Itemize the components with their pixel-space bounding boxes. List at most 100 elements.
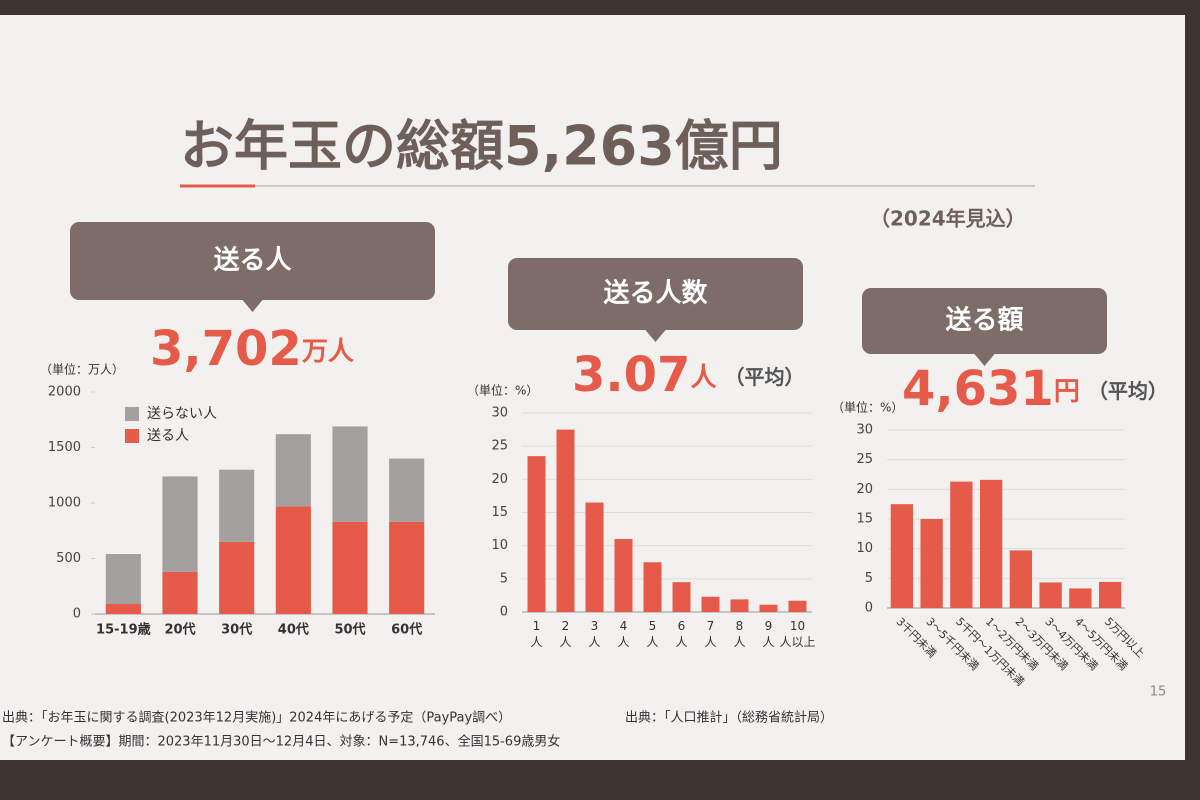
figure-unit: 円 xyxy=(1054,377,1080,407)
y-tick-label: 25 xyxy=(856,452,873,467)
y-tick-label: 25 xyxy=(491,439,508,454)
figure-unit: 人 xyxy=(690,363,716,393)
y-tick-label: 500 xyxy=(56,551,81,566)
bubble-pointer xyxy=(974,354,995,366)
legend-swatch xyxy=(125,407,139,421)
bar-segment xyxy=(219,541,255,614)
bar xyxy=(527,456,546,612)
bar xyxy=(1039,582,1062,608)
bar xyxy=(1069,588,1092,608)
bar-segment xyxy=(332,521,368,614)
key-figure: 3.07人 （平均） xyxy=(572,347,804,403)
y-tick-label: 10 xyxy=(856,541,873,556)
figure-unit: 万人 xyxy=(302,337,354,367)
bar xyxy=(759,604,778,612)
y-tick-label: 15 xyxy=(491,505,508,520)
bubble-pointer xyxy=(645,330,666,342)
bar xyxy=(1098,581,1122,608)
legend-swatch xyxy=(125,429,139,443)
label-line: 人 xyxy=(675,635,687,649)
bar-segment xyxy=(389,458,425,522)
label-line: 人 xyxy=(762,635,774,649)
figure-value: 3,702 xyxy=(150,321,302,377)
bar xyxy=(730,599,749,612)
bar-segment xyxy=(275,506,311,614)
bar xyxy=(701,596,720,612)
page-number: 15 xyxy=(1150,685,1167,700)
legend-label: 送らない人 xyxy=(147,406,217,422)
y-tick-label: 2000 xyxy=(48,385,81,400)
y-tick-label: 0 xyxy=(865,601,873,616)
x-tick-label: 30代 xyxy=(221,622,252,638)
label-line: 2 xyxy=(562,619,570,633)
subtitle: （2024年見込） xyxy=(870,207,1026,231)
bar xyxy=(950,481,973,608)
bar-segment xyxy=(389,521,425,614)
panel-header: 送る額 xyxy=(945,306,1023,336)
bar xyxy=(788,600,807,612)
y-tick-label: 10 xyxy=(491,538,508,553)
label-line: 7 xyxy=(707,619,715,633)
bar xyxy=(585,502,604,612)
bar xyxy=(890,504,914,608)
y-unit-label: （単位：万人） xyxy=(40,362,124,377)
header-bubble xyxy=(508,258,803,330)
x-tick-label: 60代 xyxy=(391,622,422,638)
label-line: 人以上 xyxy=(779,635,815,649)
title: お年玉の総額5,263億円 xyxy=(180,115,783,178)
header-bubble xyxy=(862,288,1107,354)
label-line: 10 xyxy=(790,619,805,633)
label-line: 人 xyxy=(733,635,745,649)
figure-note: （平均） xyxy=(1088,379,1168,403)
y-tick-label: 15 xyxy=(856,512,873,527)
key-figure: 4,631円 （平均） xyxy=(902,361,1168,417)
footnote: 出典：「お年玉に関する調査(2023年12月実施)」2024年にあげる予定（Pa… xyxy=(2,710,511,726)
y-tick-label: 0 xyxy=(73,607,81,622)
label-line: 人 xyxy=(617,635,629,649)
y-tick-label: 5 xyxy=(500,571,508,586)
label-line: 6 xyxy=(678,619,686,633)
x-tick-label: 20代 xyxy=(164,622,195,638)
y-tick-label: 30 xyxy=(856,423,873,438)
bar-segment xyxy=(105,604,141,614)
y-tick-label: 1000 xyxy=(48,496,81,511)
legend-label: 送る人 xyxy=(147,428,189,444)
y-unit-label: （単位：%） xyxy=(467,383,538,398)
bar xyxy=(672,582,691,612)
figure-value: 3.07 xyxy=(572,347,690,403)
label-line: 人 xyxy=(704,635,716,649)
label-line: 人 xyxy=(588,635,600,649)
label-line: 9 xyxy=(765,619,773,633)
x-tick-label: 50代 xyxy=(334,622,365,638)
bar xyxy=(920,519,943,608)
y-tick-label: 30 xyxy=(491,406,508,421)
bar-segment xyxy=(219,469,255,542)
label-line: 3 xyxy=(591,619,599,633)
slide xyxy=(0,15,1185,760)
figure-note: （平均） xyxy=(724,365,804,389)
label-line: 人 xyxy=(559,635,571,649)
x-tick-label: 15-19歳 xyxy=(96,622,151,638)
panel-header: 送る人 xyxy=(213,246,291,276)
bar xyxy=(643,562,662,612)
label-line: 人 xyxy=(530,635,542,649)
y-tick-label: 20 xyxy=(491,472,508,487)
bar xyxy=(1009,550,1033,608)
x-tick-label: 10 人以上 xyxy=(779,619,815,649)
footnote: 【アンケート概要】期間：2023年11月30日～12月4日、対象：N=13,74… xyxy=(2,734,560,750)
figure-value: 4,631 xyxy=(902,361,1054,417)
y-tick-label: 5 xyxy=(865,571,873,586)
label-line: 4 xyxy=(620,619,628,633)
y-unit-label: （単位：%） xyxy=(832,400,903,415)
label-line: 8 xyxy=(736,619,744,633)
header-bubble xyxy=(70,222,435,300)
